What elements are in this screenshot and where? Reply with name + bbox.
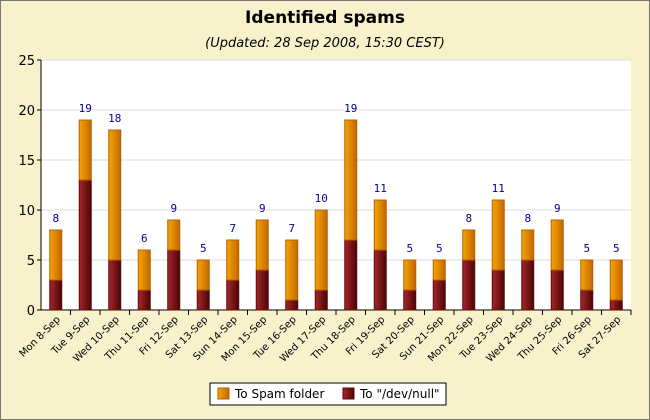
bar-devnull <box>196 289 210 311</box>
bar-devnull <box>521 259 535 311</box>
legend-label: To "/dev/null" <box>359 387 440 401</box>
chart-subtitle: (Updated: 28 Sep 2008, 15:30 CEST) <box>205 36 445 51</box>
bar-spam-folder <box>49 229 63 281</box>
bar-total-label: 9 <box>259 202 266 215</box>
y-tick-label: 15 <box>18 154 35 169</box>
legend-box <box>209 382 447 406</box>
bar-total-label: 11 <box>374 182 387 195</box>
bar-total-label: 8 <box>465 212 472 225</box>
bar-devnull <box>226 279 240 311</box>
bar-spam-folder <box>580 259 594 291</box>
bar-devnull <box>49 279 63 311</box>
bar-devnull <box>403 289 417 311</box>
legend-swatch <box>217 387 230 400</box>
y-tick-label: 10 <box>18 204 35 219</box>
bar-total-label: 10 <box>315 192 328 205</box>
bar-spam-folder <box>167 219 181 251</box>
bar-devnull <box>255 269 269 311</box>
bar-spam-folder <box>550 219 564 271</box>
bar-total-label: 5 <box>613 242 620 255</box>
bar-total-label: 5 <box>583 242 590 255</box>
bar-devnull <box>78 179 92 311</box>
bar-devnull <box>137 289 151 311</box>
bar-total-label: 7 <box>229 222 236 235</box>
bar-spam-folder <box>108 129 122 261</box>
bar-devnull <box>167 249 181 311</box>
bar-total-label: 5 <box>436 242 443 255</box>
bar-total-label: 19 <box>344 102 357 115</box>
bar-spam-folder <box>285 239 299 301</box>
bar-spam-folder <box>403 259 417 291</box>
bar-devnull <box>609 299 623 311</box>
y-tick-label: 5 <box>27 254 35 269</box>
y-tick-label: 0 <box>27 304 35 319</box>
bar-spam-folder <box>491 199 505 271</box>
bar-total-label: 5 <box>406 242 413 255</box>
bar-total-label: 8 <box>524 212 531 225</box>
bar-spam-folder <box>432 259 446 281</box>
chart-title: Identified spams <box>245 8 405 28</box>
bar-spam-folder <box>609 259 623 301</box>
bar-total-label: 11 <box>492 182 505 195</box>
bar-spam-folder <box>373 199 387 251</box>
bar-devnull <box>314 289 328 311</box>
y-tick-label: 20 <box>18 104 35 119</box>
bar-total-label: 9 <box>554 202 561 215</box>
bar-devnull <box>373 249 387 311</box>
bar-spam-folder <box>226 239 240 281</box>
bar-spam-folder <box>344 119 358 241</box>
bar-total-label: 18 <box>108 112 121 125</box>
bar-devnull <box>432 279 446 311</box>
plot-area <box>41 60 631 310</box>
bar-total-label: 5 <box>200 242 207 255</box>
bar-spam-folder <box>521 229 535 261</box>
bar-devnull <box>285 299 299 311</box>
bar-spam-folder <box>196 259 210 291</box>
bar-total-label: 9 <box>170 202 177 215</box>
bar-spam-folder <box>462 229 476 261</box>
legend-swatch <box>342 387 355 400</box>
bar-total-label: 19 <box>79 102 92 115</box>
bar-devnull <box>550 269 564 311</box>
bar-spam-folder <box>314 209 328 291</box>
bar-total-label: 8 <box>52 212 59 225</box>
bar-devnull <box>491 269 505 311</box>
legend-label: To Spam folder <box>234 387 324 401</box>
bar-devnull <box>462 259 476 311</box>
legend: To Spam folder To "/dev/null" <box>209 382 447 406</box>
bar-spam-folder <box>255 219 269 271</box>
bar-devnull <box>344 239 358 311</box>
y-tick-label: 25 <box>18 54 35 69</box>
bar-devnull <box>580 289 594 311</box>
bar-total-label: 6 <box>141 232 148 245</box>
bar-spam-folder <box>137 249 151 291</box>
bar-devnull <box>108 259 122 311</box>
bar-spam-folder <box>78 119 92 181</box>
bar-total-label: 7 <box>288 222 295 235</box>
